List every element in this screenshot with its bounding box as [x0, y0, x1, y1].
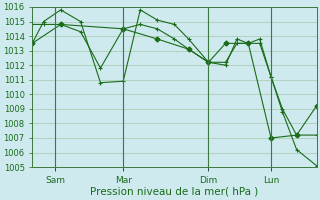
X-axis label: Pression niveau de la mer( hPa ): Pression niveau de la mer( hPa ) — [90, 187, 259, 197]
